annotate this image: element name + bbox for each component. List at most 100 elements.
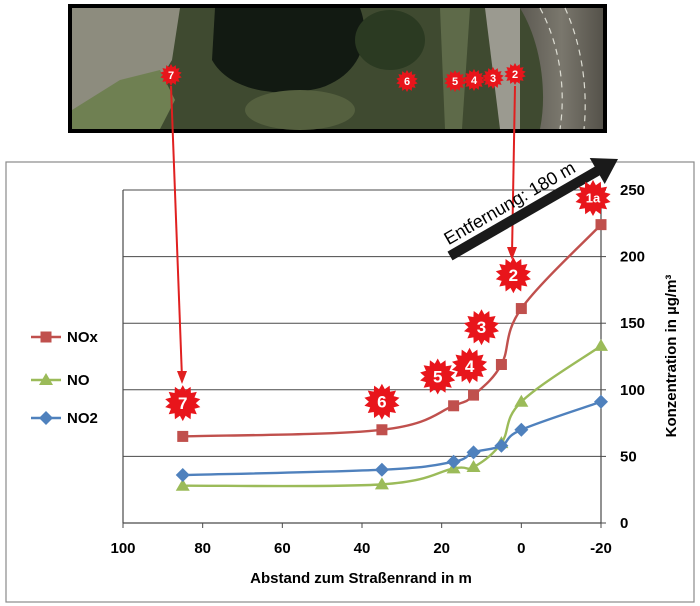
data-point-no (175, 478, 190, 491)
data-point-no (514, 394, 529, 407)
badge-label: 6 (404, 76, 410, 88)
starburst-icon (495, 257, 531, 294)
y-tick-label: 50 (620, 448, 637, 465)
badge-label: 5 (452, 76, 458, 88)
x-axis-title: Abstand zum Straßenrand in m (250, 570, 472, 587)
starburst-icon (396, 70, 418, 92)
data-point-no2 (446, 454, 461, 469)
badge-label: 1a (586, 191, 601, 206)
photo-lane-mark (539, 7, 563, 130)
data-point-nox (515, 303, 527, 315)
data-point-no (594, 338, 608, 351)
starburst-icon (575, 180, 611, 216)
point-badge: 5 (444, 70, 466, 92)
y-tick-label: 0 (620, 515, 628, 532)
x-tick-label: 100 (110, 540, 135, 557)
starburst-icon (482, 67, 504, 89)
x-tick-label: 60 (274, 540, 291, 557)
x-tick-label: 0 (517, 540, 525, 557)
photo-trees-east (440, 8, 470, 129)
chart-badges: 7 6 5 4 3 2 1a (165, 180, 611, 422)
starburst-icon (165, 385, 201, 422)
badge-label: 2 (512, 69, 518, 81)
arrowhead-icon (507, 247, 517, 260)
x-tick-label: 20 (433, 540, 450, 557)
point-badge: 5 (420, 358, 456, 395)
legend-item-nox: NOx (31, 329, 99, 346)
y-tick-label: 100 (620, 382, 645, 399)
photo-lawn (72, 70, 175, 129)
point-badge: 3 (464, 309, 499, 346)
y-tick-label: 150 (620, 315, 645, 332)
connector-arrow-7 (170, 85, 183, 379)
starburst-icon (463, 69, 485, 91)
starburst-icon (160, 64, 182, 86)
arrowhead-icon (589, 158, 619, 184)
badge-label: 2 (509, 266, 518, 285)
data-point-nox (177, 430, 189, 442)
legend-label: NOx (67, 329, 99, 346)
badge-label: 7 (168, 70, 174, 82)
legend-label: NO (67, 372, 90, 389)
badge-label: 4 (465, 357, 475, 376)
point-badge: 7 (165, 385, 201, 422)
x-tick-label: 80 (194, 540, 211, 557)
y-tick-label: 250 (620, 182, 645, 199)
photo-road (520, 8, 603, 129)
badge-label: 6 (377, 393, 386, 412)
badge-label: 3 (477, 318, 486, 337)
x-tick-label: -20 (590, 540, 612, 557)
data-point-no (466, 460, 481, 473)
connector-arrows (170, 85, 517, 384)
data-point-nox (448, 400, 460, 412)
photo-lane-mark (564, 7, 586, 130)
point-badge: 4 (463, 69, 485, 91)
photo-sidewalk (485, 8, 520, 129)
connector-arrow-2 (511, 85, 516, 255)
data-point-nox (595, 219, 607, 231)
x-tick-label: 40 (354, 540, 371, 557)
data-point-no2 (594, 394, 608, 409)
badge-label: 4 (471, 75, 478, 87)
data-point-no (374, 477, 389, 490)
photo-trees-south (245, 90, 355, 130)
series-layer (175, 219, 608, 491)
data-point-no2 (514, 422, 529, 437)
badge-label: 3 (490, 73, 496, 85)
chart-frame (5, 161, 695, 603)
point-badge: 4 (452, 347, 488, 384)
starburst-icon (420, 358, 456, 395)
data-point-nox (495, 358, 507, 370)
point-badge: 3 (482, 67, 504, 89)
point-badge: 2 (495, 257, 531, 294)
data-point-no2 (466, 445, 481, 460)
photo-pond (212, 8, 365, 93)
badge-label: 5 (433, 367, 442, 386)
legend-item-no: NO (31, 372, 90, 389)
legend-marker (39, 373, 53, 385)
distance-arrow-shaft (447, 165, 602, 261)
arrowhead-icon (177, 371, 187, 384)
y-tick-label: 200 (620, 249, 645, 266)
point-badge: 7 (160, 64, 182, 86)
data-point-no2 (374, 462, 389, 477)
starburst-icon (444, 70, 466, 92)
starburst-icon (364, 383, 400, 420)
legend-item-no2: NO2 (31, 410, 98, 427)
starburst-icon (464, 309, 499, 346)
legend-label: NO2 (67, 410, 98, 427)
badge-label: 7 (178, 394, 187, 413)
starburst-icon (504, 63, 526, 85)
y-axis-title: Konzentration in µg/m³ (663, 275, 680, 438)
starburst-icon (452, 347, 488, 384)
point-badge: 2 (504, 63, 526, 85)
data-point-nox (468, 389, 480, 401)
point-badge: 6 (364, 383, 400, 420)
legend-marker (39, 411, 53, 425)
grid (123, 189, 601, 457)
legend: NOx NO NO2 (31, 329, 99, 427)
point-badge: 6 (396, 70, 418, 92)
